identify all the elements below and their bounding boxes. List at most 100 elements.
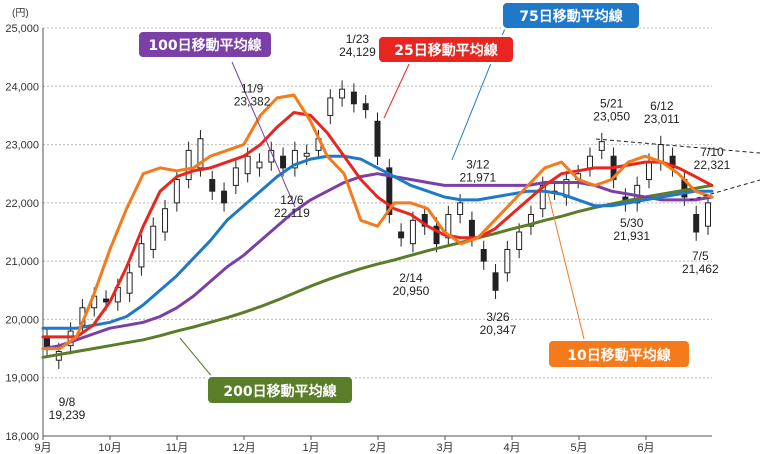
moving-average-lines <box>41 93 714 359</box>
label-ma25-text: 25日移動平均線 <box>394 42 497 59</box>
series-line-ma200 <box>41 183 714 359</box>
candle <box>598 141 605 151</box>
series-line-ma10 <box>41 93 714 351</box>
annotation-date: 5/30 <box>620 216 644 230</box>
label-ma100: 100日移動平均線 <box>137 30 273 59</box>
x-tick-label: 3月 <box>436 442 453 454</box>
candle <box>433 225 440 245</box>
candle <box>150 225 157 250</box>
candle <box>516 231 523 250</box>
candle <box>339 88 346 99</box>
candle <box>185 149 192 181</box>
candle <box>409 219 416 245</box>
leader-ma200 <box>179 337 214 379</box>
y-tick-label: 23,000 <box>5 140 39 152</box>
candle <box>126 272 133 294</box>
x-tick-label: 2月 <box>369 442 386 454</box>
annotation-date: 7/5 <box>692 249 709 263</box>
x-axis: 9月 10月 11月 12月 1月 2月 3月 4月 5月 6月 <box>34 436 655 454</box>
candle <box>504 248 511 274</box>
y-tick-label: 25,000 <box>5 23 39 35</box>
annotation-value: 20,347 <box>480 323 517 337</box>
candle <box>386 167 393 216</box>
annotation-value: 21,931 <box>613 229 650 243</box>
label-ma75-text: 75日移動平均線 <box>519 8 622 25</box>
candle <box>291 149 298 169</box>
label-ma100-text: 100日移動平均線 <box>148 37 261 54</box>
lower-trend-line <box>689 179 760 201</box>
x-tick-label: 6月 <box>637 442 654 454</box>
annotation-value: 21,971 <box>459 171 496 185</box>
candle <box>705 202 711 227</box>
label-ma75: 75日移動平均線 <box>501 1 641 30</box>
x-tick-label: 5月 <box>570 442 587 454</box>
candle <box>209 179 216 192</box>
y-tick-label: 19,000 <box>5 373 39 385</box>
series-line-ma25 <box>41 111 714 339</box>
annotation-date: 7/10 <box>700 145 724 159</box>
candle <box>657 144 664 163</box>
label-leaders <box>179 25 586 379</box>
series-line-ma100 <box>41 172 714 351</box>
label-ma200: 200日移動平均線 <box>206 375 354 405</box>
annotation-date: 2/14 <box>399 271 423 285</box>
label-ma10-text: 10日移動平均線 <box>567 347 670 364</box>
annotation-value: 22,321 <box>694 158 731 172</box>
candle <box>445 214 452 239</box>
candle <box>280 155 287 169</box>
annotation: 9/819,239 <box>49 395 86 422</box>
candle <box>327 97 334 116</box>
annotation: 11/923,382 <box>234 81 271 108</box>
y-tick-label: 24,000 <box>5 81 39 93</box>
leader-ma10 <box>547 192 586 344</box>
grid <box>42 27 712 437</box>
candle <box>457 202 464 216</box>
annotation-value: 23,382 <box>234 94 271 108</box>
annotation-date: 6/12 <box>650 99 674 113</box>
candle <box>480 248 487 262</box>
candle <box>527 214 534 227</box>
candle <box>103 298 110 303</box>
candle <box>268 149 275 163</box>
candle <box>232 167 239 186</box>
candle <box>303 152 310 157</box>
annotation-value: 19,239 <box>49 408 86 422</box>
candle <box>162 208 169 233</box>
candle <box>221 190 228 204</box>
annotation-value: 21,462 <box>682 262 719 276</box>
candle <box>374 120 381 157</box>
candle <box>350 91 357 105</box>
annotation-value: 24,129 <box>339 45 376 59</box>
y-tick-label: 22,000 <box>5 198 39 210</box>
leader-ma25 <box>383 61 411 119</box>
annotation: 7/521,462 <box>682 249 719 276</box>
x-tick-label: 9月 <box>34 442 51 454</box>
annotations: 9/819,23911/923,38212/622,1191/2324,1292… <box>49 32 731 422</box>
candle <box>693 214 700 233</box>
x-tick-label: 4月 <box>503 442 520 454</box>
candle <box>492 272 499 291</box>
candle <box>197 138 204 169</box>
candle <box>398 231 405 239</box>
series-line-ma75 <box>41 154 714 330</box>
annotation-date: 11/9 <box>241 81 264 95</box>
y-tick-label: 21,000 <box>5 256 39 268</box>
annotation-date: 9/8 <box>59 395 76 409</box>
annotation-date: 12/6 <box>280 193 304 207</box>
label-ma10: 10日移動平均線 <box>547 339 691 369</box>
annotation-date: 1/23 <box>346 32 370 46</box>
candle <box>362 103 369 111</box>
label-ma25: 25日移動平均線 <box>377 35 515 64</box>
y-tick-label: 20,000 <box>5 314 39 326</box>
y-axis: 18,000 19,000 20,000 21,000 22,000 23,000 24,0… <box>5 23 39 443</box>
x-tick-label: 1月 <box>302 442 319 454</box>
candle <box>645 161 652 181</box>
